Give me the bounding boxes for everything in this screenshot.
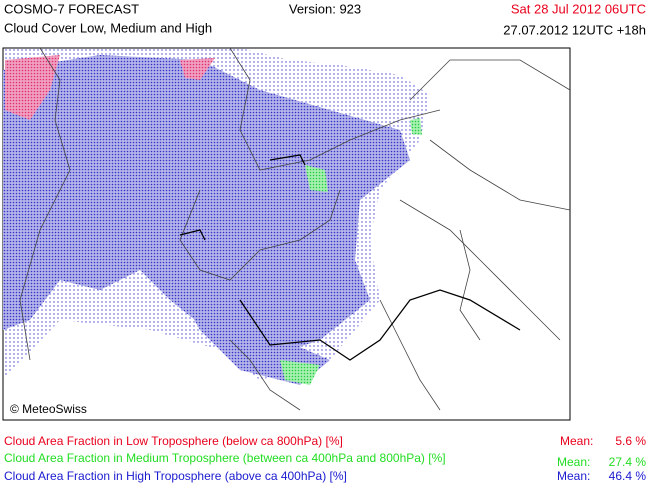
valid-time: Sat 28 Jul 2012 06UTC — [511, 1, 646, 16]
legend-label: Cloud Area Fraction in Low Troposphere (… — [4, 434, 343, 448]
mean-label: Mean: — [560, 434, 593, 448]
version: Version: 923 — [289, 1, 361, 16]
low-cloud — [180, 58, 215, 80]
mean-label: Mean: — [557, 469, 590, 483]
credit: © MeteoSwiss — [10, 402, 87, 416]
map: © MeteoSwiss — [2, 47, 571, 421]
mean-value: 46.4 % — [609, 469, 647, 483]
high-cloud — [3, 55, 410, 360]
mean-value: 5.6 % — [615, 434, 646, 448]
medium-cloud — [305, 165, 328, 192]
legend-label: Cloud Area Fraction in High Troposphere … — [4, 469, 347, 483]
legend: Cloud Area Fraction in Low Troposphere (… — [4, 434, 646, 483]
product-title: COSMO-7 FORECAST — [4, 1, 139, 16]
medium-cloud — [410, 118, 422, 135]
run-time: 27.07.2012 12UTC +18h — [503, 22, 646, 37]
borders — [19, 47, 571, 411]
mean-value: 27.4 % — [609, 455, 647, 469]
mean-label: Mean: — [557, 455, 590, 469]
legend-label: Cloud Area Fraction in Medium Tropospher… — [4, 451, 446, 465]
low-cloud — [5, 55, 60, 120]
high-cloud — [160, 260, 330, 385]
medium-cloud — [280, 360, 320, 385]
subtitle: Cloud Cover Low, Medium and High — [4, 20, 212, 35]
coast-lakes — [179, 154, 521, 361]
